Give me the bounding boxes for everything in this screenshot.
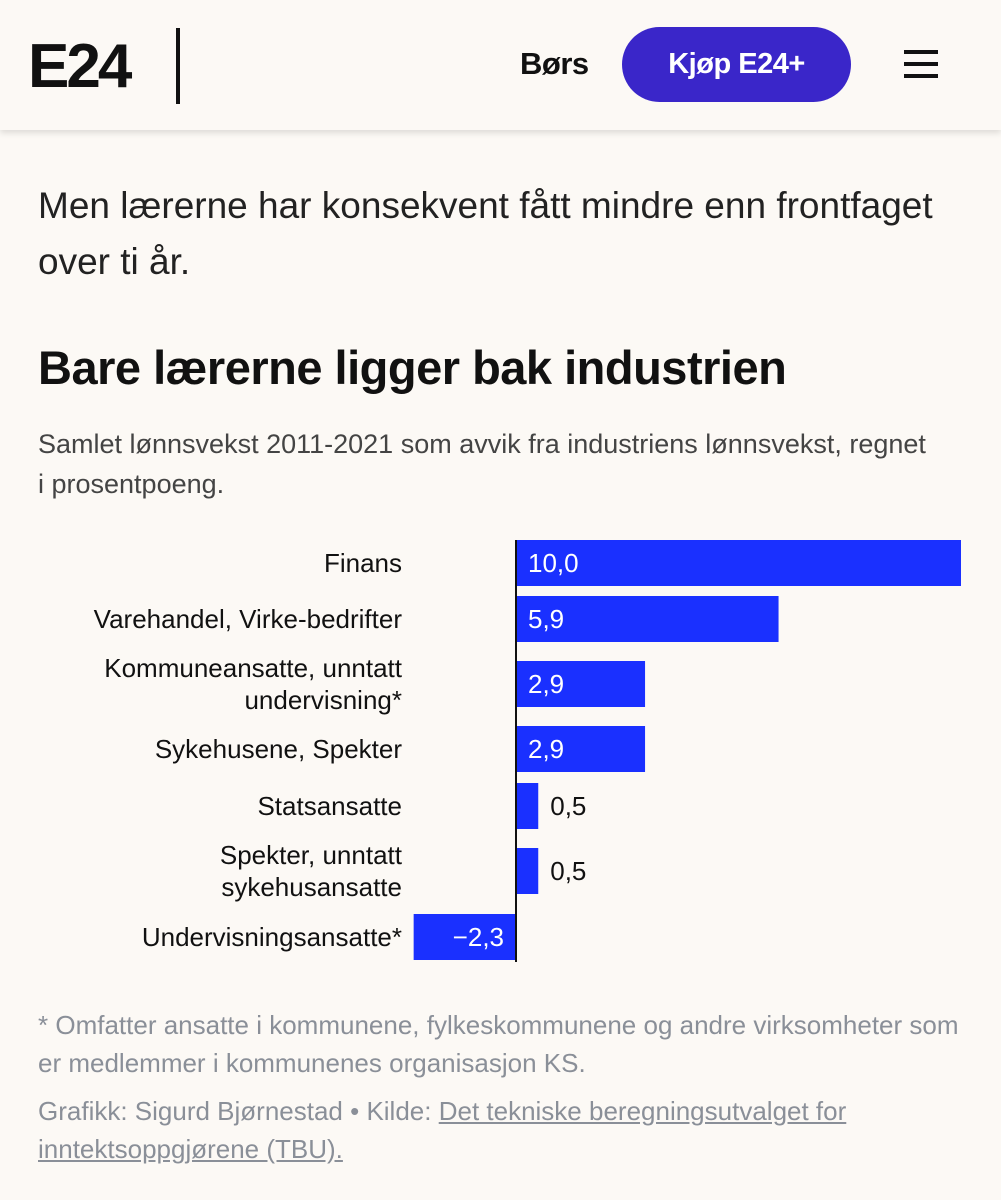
category-label-3: Sykehusene, Spekter <box>155 734 402 764</box>
bar-5 <box>516 848 539 894</box>
logo-divider <box>176 28 180 104</box>
chart-title: Bare lærerne ligger bak industrien <box>38 341 787 394</box>
bar-chart: Finans 10,0 Varehandel, Virke-bedrifter 5,9… <box>94 540 961 962</box>
article-lead-text: Men lærerne har konsekvent fått mindre e… <box>38 185 933 282</box>
bar-0 <box>516 540 961 586</box>
category-label-6: Undervisningsansatte* <box>142 922 402 952</box>
bar-6 <box>413 914 516 960</box>
value-label-3: 2,9 <box>528 734 564 764</box>
bar-1 <box>516 596 779 642</box>
source-link[interactable]: Det tekniske beregningsutvalget for innt… <box>38 1096 847 1164</box>
bar-4 <box>516 783 539 829</box>
nav-link-bors[interactable]: Børs <box>520 46 589 81</box>
value-label-6: −2,3 <box>453 922 504 952</box>
chart-subtitle: Samlet lønnsvekst 2011-2021 som avvik fr… <box>38 429 926 499</box>
chart-footnote: * Omfatter ansatte i kommunene, fylkesko… <box>38 1010 959 1078</box>
value-label-5: 0,5 <box>550 856 586 886</box>
buy-e24-plus-button[interactable]: Kjøp E24+ <box>622 27 851 102</box>
category-label-1: Varehandel, Virke-bedrifter <box>94 604 403 634</box>
category-label-2: Kommuneansatte, unntatt undervisning* <box>104 653 403 715</box>
chart-credit: Grafikk: Sigurd Bjørnestad • Kilde: Det … <box>38 1092 978 1168</box>
value-label-1: 5,9 <box>528 604 564 634</box>
category-label-0: Finans <box>324 548 402 578</box>
value-label-2: 2,9 <box>528 669 564 699</box>
hamburger-menu-icon[interactable] <box>904 50 938 80</box>
category-label-4: Statsansatte <box>257 791 402 821</box>
category-label-5: Spekter, unntatt sykehusansatte <box>220 840 403 902</box>
e24-logo[interactable]: E24 <box>28 32 132 101</box>
bar-3 <box>516 726 646 772</box>
credit-text: Grafikk: Sigurd Bjørnestad • Kilde: <box>38 1096 439 1126</box>
value-label-4: 0,5 <box>550 791 586 821</box>
site-header: E24 Børs Kjøp E24+ <box>0 0 1001 130</box>
bar-2 <box>516 661 646 707</box>
value-label-0: 10,0 <box>528 548 579 578</box>
